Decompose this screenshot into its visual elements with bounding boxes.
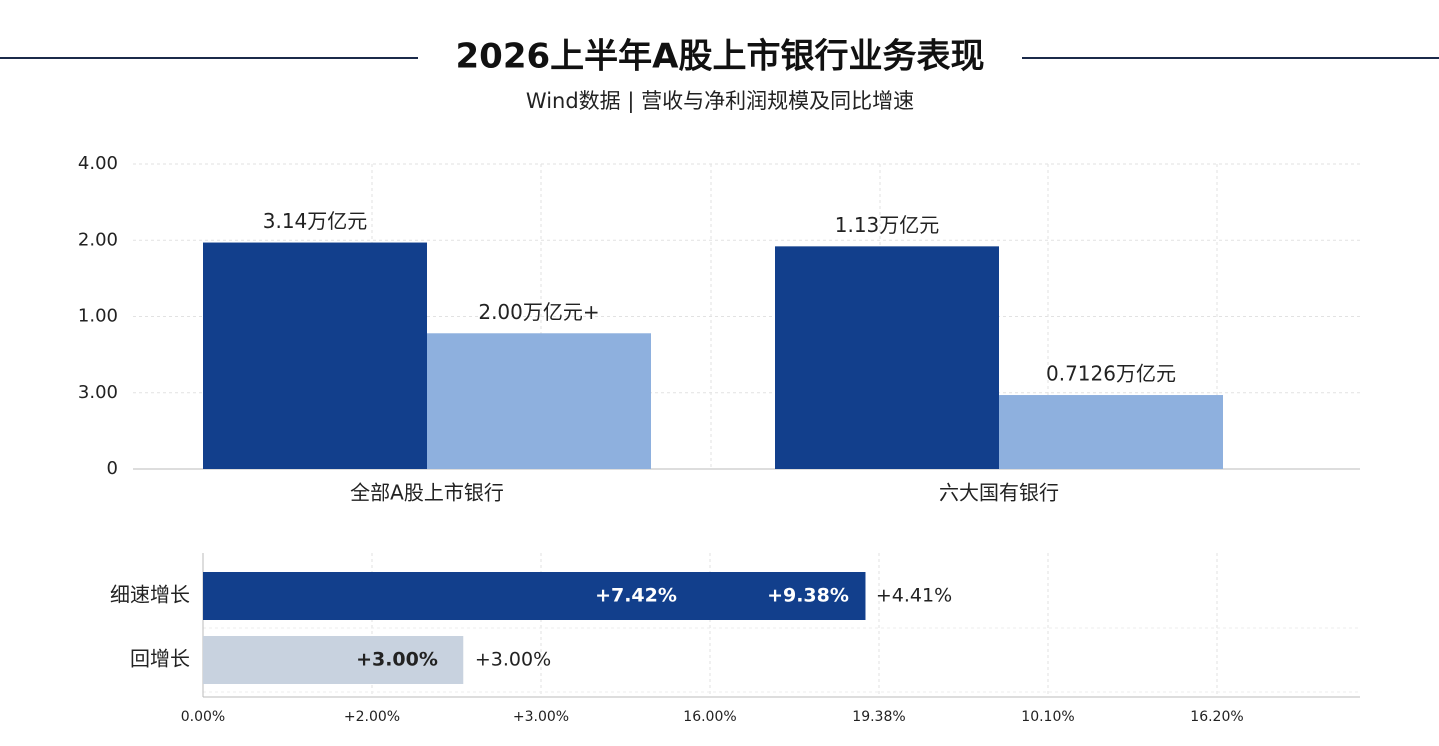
bar-annotation: 1.13万亿元	[835, 213, 940, 237]
y-tick-label: 4.00	[78, 153, 118, 174]
y-tick-label: 细速增长	[110, 583, 190, 607]
bar-annotation: +7.42%	[595, 585, 677, 607]
x-tick-label: +3.00%	[513, 709, 569, 725]
chart-title: 2026上半年A股上市银行业务表现	[456, 37, 985, 77]
chart-subtitle: Wind数据 | 营收与净利润规模及同比增速	[526, 89, 914, 114]
y-tick-label: 3.00	[78, 382, 118, 403]
bar	[203, 636, 464, 684]
bar	[999, 395, 1223, 469]
bar-annotation: +3.00%	[475, 649, 551, 671]
bar	[775, 246, 999, 469]
bar-annotation: 2.00万亿元+	[478, 300, 599, 324]
bar-annotation: 0.7126万亿元	[1046, 362, 1176, 386]
x-tick-label: 16.00%	[683, 709, 736, 725]
bar-annotation: +4.41%	[876, 585, 952, 607]
bar	[427, 333, 651, 469]
x-tick-label: 10.10%	[1021, 709, 1074, 725]
x-tick-label: 16.20%	[1190, 709, 1243, 725]
x-tick-label: 19.38%	[852, 709, 905, 725]
x-tick-label: 全部A股上市银行	[350, 481, 504, 505]
x-tick-label: 六大国有银行	[939, 481, 1059, 505]
bar-annotation: +9.38%	[767, 585, 849, 607]
y-tick-label: 回增长	[130, 647, 190, 671]
y-tick-label: 2.00	[78, 229, 118, 250]
bar-annotation: 3.14万亿元	[263, 209, 368, 233]
x-tick-label: 0.00%	[181, 709, 225, 725]
y-tick-label: 0	[107, 458, 118, 479]
bar	[203, 242, 427, 469]
x-tick-label: +2.00%	[344, 709, 400, 725]
bar-annotation: +3.00%	[356, 649, 438, 671]
bar	[203, 572, 866, 620]
y-tick-label: 1.00	[78, 306, 118, 327]
